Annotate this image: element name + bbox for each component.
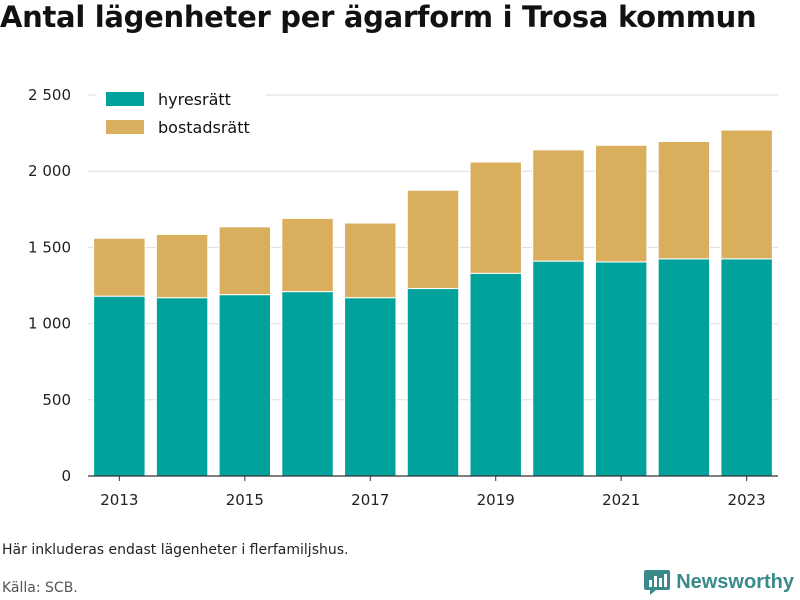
bar-bostadsratt-2022 [657, 140, 711, 260]
bar-hyresratt-2019 [469, 272, 522, 477]
source-credit: Källa: SCB. [2, 580, 78, 596]
bar-hyresratt-2013 [93, 295, 146, 477]
bar-hyresratt-2018 [406, 288, 460, 477]
brand-logo[interactable]: Newsworthy [644, 568, 794, 596]
legend: hyresrätt bostadsrätt [96, 88, 266, 148]
x-tick-label: 2021 [602, 491, 640, 509]
y-tick-label: 0 [61, 467, 71, 485]
bar-bostadsratt-2019 [469, 161, 522, 274]
legend-swatch-hyresratt [106, 92, 144, 106]
y-tick-label: 500 [42, 391, 71, 409]
x-tick-label: 2023 [728, 491, 766, 509]
x-tick-label: 2019 [477, 491, 515, 509]
y-tick-label: 1 500 [28, 238, 71, 256]
bar-hyresratt-2023 [720, 258, 773, 477]
bar-bostadsratt-2015 [218, 226, 272, 296]
footnote: Här inkluderas endast lägenheter i flerf… [2, 542, 349, 558]
bar-hyresratt-2016 [281, 291, 334, 477]
x-tick-label: 2013 [100, 491, 138, 509]
y-tick-label: 1 000 [28, 315, 71, 333]
bar-bostadsratt-2014 [155, 233, 209, 299]
brand-name: Newsworthy [676, 570, 794, 593]
chart-title: Antal lägenheter per ägarform i Trosa ko… [0, 0, 757, 34]
bar-hyresratt-2021 [594, 261, 648, 477]
bar-bostadsratt-2023 [720, 129, 773, 260]
bar-bostadsratt-2013 [93, 237, 146, 297]
bar-bostadsratt-2016 [281, 217, 334, 293]
bar-bostadsratt-2020 [532, 149, 585, 262]
bar-hyresratt-2020 [532, 260, 585, 477]
legend-label-hyresratt: hyresrätt [158, 90, 231, 109]
bar-hyresratt-2022 [657, 258, 711, 477]
bar-bostadsratt-2017 [344, 222, 397, 299]
x-tick-label: 2017 [351, 491, 389, 509]
bars [93, 129, 773, 477]
x-tick-label: 2015 [226, 491, 264, 509]
bar-hyresratt-2015 [218, 294, 272, 477]
legend-swatch-bostadsratt [106, 120, 144, 134]
bar-bostadsratt-2021 [594, 144, 648, 263]
bar-hyresratt-2017 [344, 297, 397, 477]
bar-bostadsratt-2018 [406, 189, 460, 290]
bar-hyresratt-2014 [155, 297, 209, 477]
x-axis-ticks: 2013 2015 2017 2019 2021 2023 [100, 476, 766, 509]
y-tick-label: 2 000 [28, 162, 71, 180]
y-tick-label: 2 500 [28, 86, 71, 104]
y-axis-ticks: 0 500 1 000 1 500 2 000 2 500 [28, 86, 71, 485]
bar-chart-logo-icon [644, 570, 671, 595]
legend-label-bostadsratt: bostadsrätt [158, 118, 250, 137]
